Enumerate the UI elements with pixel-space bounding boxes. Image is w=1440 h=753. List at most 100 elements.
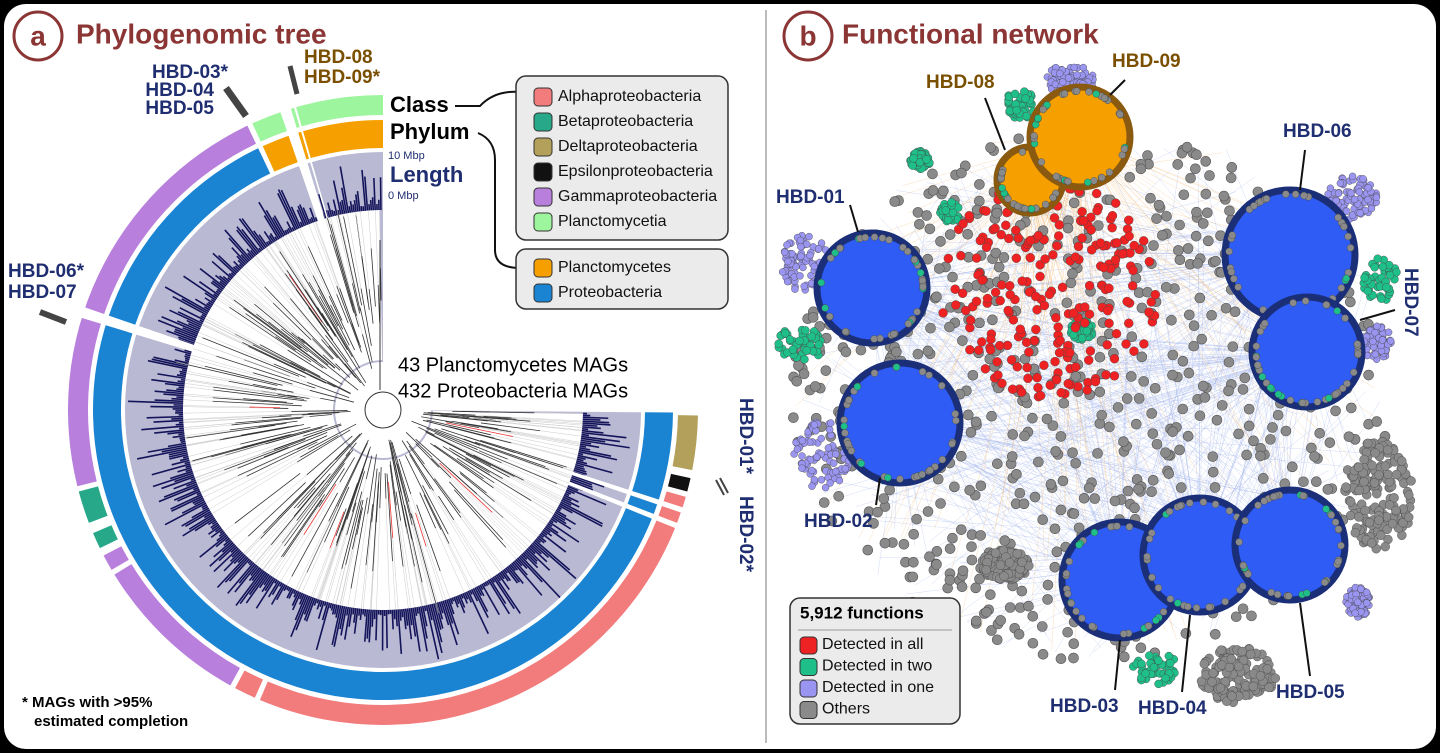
tree-leaf [339, 214, 361, 308]
cluster-node [1104, 318, 1114, 328]
length-bar [246, 248, 255, 258]
cluster-node [1378, 336, 1387, 344]
cluster-node [1226, 654, 1237, 664]
tree-branch [243, 398, 288, 403]
tree-leaf [299, 228, 309, 247]
node [1267, 422, 1278, 433]
hub-node [1092, 90, 1100, 98]
cluster-node [1011, 253, 1022, 263]
cluster-node [981, 206, 991, 216]
node [944, 229, 956, 240]
length-bar [359, 608, 363, 621]
tree-leaf [312, 535, 337, 598]
node [820, 365, 832, 376]
tree-branch [303, 483, 337, 535]
hub-node [903, 247, 912, 256]
cluster-node [1052, 241, 1062, 251]
cluster-node [971, 253, 982, 263]
tree-leaf [255, 255, 346, 364]
tree-leaf [195, 469, 225, 481]
cluster-node [1384, 328, 1393, 337]
tree-branch [453, 489, 507, 548]
ring-label: Length [390, 162, 463, 187]
tree-leaf [501, 462, 566, 492]
tree-branch [384, 473, 387, 499]
length-bar [204, 292, 217, 301]
hbd-marker [223, 85, 249, 119]
node [1177, 403, 1189, 415]
length-bar [221, 541, 234, 553]
length-bar [447, 598, 455, 615]
tree-branch [307, 382, 350, 399]
node [1209, 482, 1221, 493]
node [908, 528, 920, 540]
cluster-node [1051, 313, 1061, 323]
length-bar [194, 498, 205, 506]
tree-branch [459, 473, 495, 502]
tree-branch [445, 421, 480, 428]
tree-leaf [452, 421, 581, 445]
node [1183, 367, 1195, 379]
cluster-node [1391, 505, 1401, 516]
cluster-node [1057, 282, 1068, 293]
cluster-node [807, 332, 816, 341]
length-bar [238, 218, 264, 251]
tree-leaf [566, 466, 575, 470]
length-bar [552, 514, 567, 525]
cluster-node [835, 476, 844, 485]
length-bar [184, 461, 191, 465]
cluster-node [1350, 528, 1360, 538]
length-bar [185, 510, 212, 528]
cluster-node [810, 262, 818, 271]
length-bar [580, 439, 630, 449]
node [1175, 482, 1187, 493]
length-bar [506, 566, 521, 583]
tree-branch [423, 494, 442, 530]
node [1147, 428, 1159, 439]
length-bar [582, 416, 609, 420]
length-bar [177, 466, 192, 473]
cluster-node [805, 232, 813, 241]
cluster-node [943, 253, 954, 264]
length-bar [548, 521, 580, 543]
node [966, 541, 977, 552]
length-bar [273, 215, 287, 236]
cluster-node [1398, 518, 1408, 528]
tree-branch [296, 435, 328, 450]
length-bar [580, 437, 606, 443]
length-bar [228, 558, 251, 582]
node [1136, 302, 1148, 314]
hub-node [847, 447, 856, 455]
hub-node [1274, 390, 1283, 398]
node [987, 314, 998, 326]
length-bar [401, 609, 404, 618]
tree-leaf [265, 247, 297, 290]
hub-node [1262, 194, 1271, 203]
hub-node [1072, 87, 1081, 95]
length-bar [472, 588, 489, 618]
hub-node [1266, 383, 1275, 392]
cluster-node [1084, 309, 1095, 319]
length-bar [291, 591, 300, 606]
tree-branch [401, 440, 434, 491]
length-bar [267, 580, 280, 598]
tree-branch [398, 458, 412, 495]
hbd-label: HBD-01* [735, 398, 756, 475]
cluster-node [1007, 384, 1018, 394]
tree-branch [419, 492, 437, 529]
cluster-node [1370, 263, 1379, 272]
tree-leaf [311, 548, 331, 597]
cluster-node [1035, 271, 1045, 282]
legend-label: Detected in all [822, 636, 923, 653]
node [1089, 493, 1101, 504]
tree-branch [388, 481, 394, 538]
node [1220, 302, 1232, 314]
tree-leaf [272, 506, 320, 578]
cluster-node [814, 340, 823, 349]
tree-leaf [435, 528, 465, 593]
tree-branch [248, 346, 318, 380]
length-bar [497, 573, 510, 591]
node [974, 195, 985, 207]
length-bar [238, 263, 244, 269]
tree-branch [275, 336, 296, 351]
